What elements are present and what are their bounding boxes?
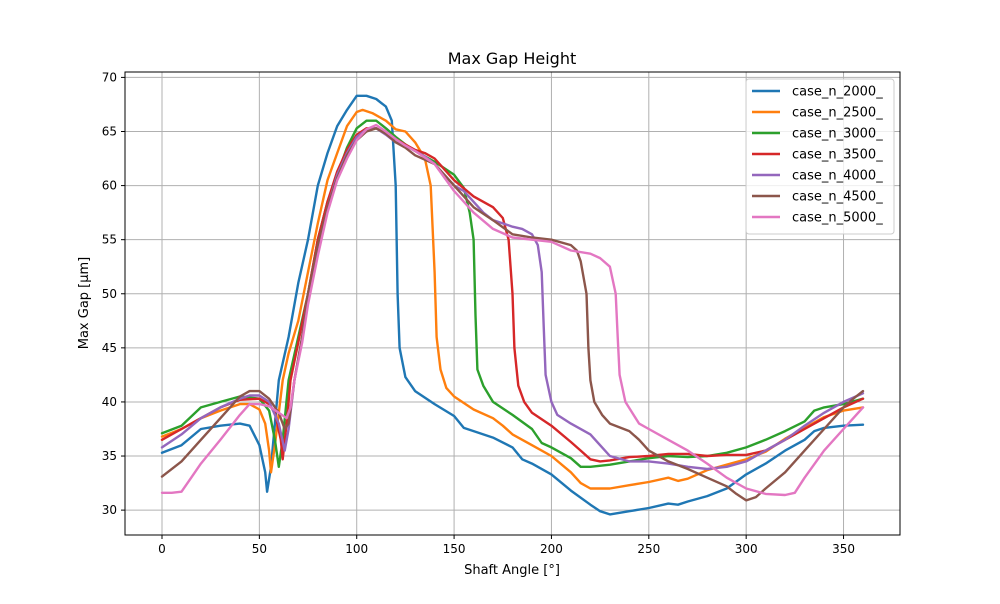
y-tick-label: 35	[102, 449, 117, 463]
y-axis: 30 35 40 45 50 55 60 65 70	[102, 70, 125, 517]
series-line-case-n-2500	[160, 108, 865, 490]
y-tick-label: 30	[102, 503, 117, 517]
legend-label: case_n_2000_	[792, 85, 883, 100]
x-tick-label: 350	[832, 542, 855, 556]
legend-label: case_n_2500_	[792, 106, 883, 121]
legend-box	[745, 78, 895, 235]
series-line-case-n-4500	[160, 127, 865, 502]
x-tick-label: 100	[345, 542, 368, 556]
y-tick-label: 60	[102, 179, 117, 193]
series-layer	[160, 94, 865, 516]
x-tick-label: 0	[158, 542, 166, 556]
plot-frame	[124, 71, 901, 536]
y-tick-label: 70	[102, 70, 117, 84]
legend-label: case_n_3000_	[792, 127, 883, 142]
legend: case_n_2000_ case_n_2500_ case_n_3000_case…	[745, 78, 895, 235]
y-tick-label: 45	[102, 341, 117, 355]
x-tick-label: 150	[443, 542, 466, 556]
y-tick-label: 40	[102, 395, 117, 409]
x-axis: 0 50 100 150 200 250 300 350	[158, 535, 855, 556]
y-tick-label: 65	[102, 124, 117, 138]
series-line-case-n-2000	[160, 94, 865, 516]
x-tick-label: 200	[540, 542, 563, 556]
legend-label: case_n_4500_	[792, 190, 883, 205]
legend-label: case_n_4000_	[792, 169, 883, 184]
series-line-case-n-3500	[160, 127, 865, 463]
legend-label: case_n_3500_	[792, 148, 883, 163]
x-tick-label: 300	[735, 542, 758, 556]
x-tick-label: 50	[252, 542, 267, 556]
x-axis-label: Shaft Angle [°]	[464, 563, 560, 578]
y-axis-label: Max Gap [µm]	[77, 257, 92, 350]
y-tick-label: 50	[102, 287, 117, 301]
x-tick-label: 250	[637, 542, 660, 556]
legend-label: case_n_5000_	[792, 211, 883, 226]
series-line-case-n-5000	[160, 123, 865, 497]
chart-title: Max Gap Height	[448, 49, 577, 68]
y-tick-label: 55	[102, 233, 117, 247]
